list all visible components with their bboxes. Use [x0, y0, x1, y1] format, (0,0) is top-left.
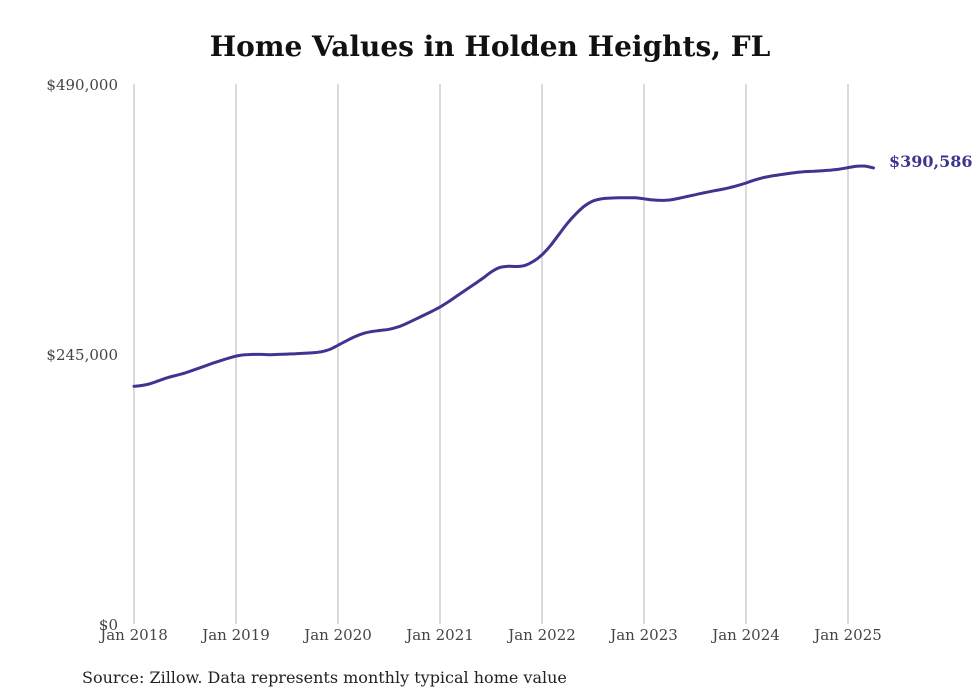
x-tick-label: Jan 2025	[812, 626, 882, 644]
y-tick-label: $490,000	[46, 76, 118, 94]
x-tick-label: Jan 2020	[302, 626, 372, 644]
x-tick-label: Jan 2022	[506, 626, 576, 644]
x-tick-label: Jan 2021	[404, 626, 474, 644]
x-tick-label: Jan 2019	[200, 626, 270, 644]
gridlines	[133, 84, 849, 624]
chart-title: Home Values in Holden Heights, FL	[209, 30, 771, 63]
x-tick-label: Jan 2024	[710, 626, 780, 644]
y-axis-ticks: $0 $245,000 $490,000	[46, 76, 118, 634]
end-label-group: $390,586	[889, 152, 973, 171]
x-tick-label: Jan 2023	[608, 626, 678, 644]
series-line	[132, 164, 875, 388]
x-tick-label: Jan 2018	[98, 626, 168, 644]
end-value-label: $390,586	[889, 152, 973, 171]
series-group	[132, 164, 875, 388]
source-note: Source: Zillow. Data represents monthly …	[82, 668, 567, 687]
x-axis-ticks: Jan 2018 Jan 2019 Jan 2020 Jan 2021 Jan 2022…	[98, 626, 882, 644]
y-tick-label: $0	[99, 616, 118, 634]
y-tick-label: $245,000	[46, 346, 118, 364]
